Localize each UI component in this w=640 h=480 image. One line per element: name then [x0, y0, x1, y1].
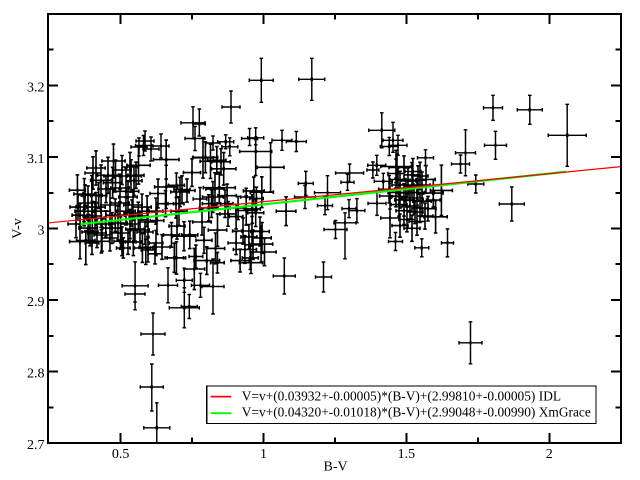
svg-text:V=v+(0.03932+-0.00005)*(B-V)+(: V=v+(0.03932+-0.00005)*(B-V)+(2.99810+-0…: [242, 388, 561, 403]
svg-text:3: 3: [38, 223, 45, 238]
svg-text:V=v+(0.04320+-0.01018)*(B-V)+(: V=v+(0.04320+-0.01018)*(B-V)+(2.99048+-0…: [242, 404, 591, 419]
svg-text:2.7: 2.7: [27, 438, 45, 453]
svg-text:2.8: 2.8: [27, 366, 45, 381]
svg-text:2.9: 2.9: [27, 295, 45, 310]
svg-text:V-v: V-v: [11, 218, 26, 239]
svg-text:2: 2: [546, 447, 553, 462]
svg-text:B-V: B-V: [324, 460, 348, 475]
svg-text:3.1: 3.1: [27, 152, 45, 167]
svg-text:0.5: 0.5: [112, 447, 130, 462]
svg-text:1.5: 1.5: [398, 447, 416, 462]
svg-text:1: 1: [260, 447, 267, 462]
svg-text:3.2: 3.2: [27, 80, 45, 95]
